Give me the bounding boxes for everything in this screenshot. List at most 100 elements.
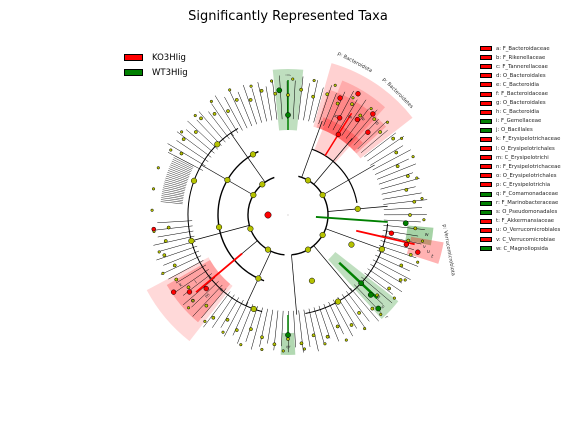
taxon-node <box>248 98 253 102</box>
taxa-legend-label: k: F_Erysipelotrichaceae <box>496 136 561 143</box>
taxa-legend-swatch <box>480 73 492 79</box>
taxon-node <box>392 296 396 300</box>
leaf-branch <box>350 287 379 322</box>
clade-letter: r <box>383 315 389 321</box>
leaf-branch <box>318 305 331 339</box>
taxon-node <box>415 176 419 180</box>
significant-node-ko <box>370 111 376 117</box>
taxon-node <box>203 319 207 323</box>
taxon-node <box>169 148 173 152</box>
clade-letter: v <box>422 244 426 251</box>
leaf-branch <box>224 96 243 131</box>
leaf-branch <box>175 264 207 284</box>
significant-node-ko <box>335 131 341 138</box>
taxon-node <box>378 246 386 253</box>
taxon-node <box>420 196 424 201</box>
leaf-branch <box>346 291 370 322</box>
leaf-branch <box>237 91 253 127</box>
taxon-node <box>214 141 221 148</box>
leaf-branch <box>171 160 192 171</box>
leaf-branch <box>341 99 367 136</box>
taxa-legend-label: v: C_Verrucomicrobiae <box>496 236 556 243</box>
significant-node-ko <box>336 115 343 121</box>
significant-node-wt <box>367 292 374 298</box>
leaf-branch <box>332 299 353 337</box>
taxon-node <box>228 88 232 92</box>
leaf-branch <box>192 284 223 317</box>
taxa-legend-entry: q: F_Comamonadaceae <box>480 190 561 199</box>
taxa-legend-swatch <box>480 136 492 142</box>
leaf-branch <box>357 120 388 150</box>
taxon-node <box>150 208 154 212</box>
taxon-node <box>193 113 197 118</box>
leaf-branch <box>163 183 186 190</box>
leaf-branch <box>383 207 423 210</box>
leaf-branch <box>257 82 267 122</box>
group-legend-label: KO3HIig <box>152 52 186 63</box>
taxon-node <box>398 278 403 282</box>
leaf-branch <box>220 297 240 328</box>
internal-branch <box>313 245 353 292</box>
taxa-legend-swatch <box>480 237 492 243</box>
taxon-node <box>319 191 326 199</box>
taxon-node <box>325 334 330 339</box>
leaf-branch <box>174 269 209 293</box>
taxa-legend-label: q: F_Comamonadaceae <box>496 191 559 198</box>
taxa-legend-label: g: O_Bacteroidales <box>496 100 546 107</box>
leaf-branch <box>380 240 414 250</box>
taxa-legend-entry: b: F_Rikenellaceae <box>480 53 561 62</box>
clade-letter: p <box>218 286 225 292</box>
taxa-legend-entry: k: F_Erysipelotrichaceae <box>480 135 561 144</box>
leaf-branch <box>293 310 296 348</box>
taxa-legend-label: a: F_Bacteroidaceae <box>496 45 550 52</box>
leaf-branch <box>208 111 230 140</box>
taxon-node <box>249 151 257 158</box>
taxon-node <box>151 187 156 191</box>
taxon-node <box>372 117 377 121</box>
taxa-legend-label: s: O_Pseudomonadales <box>496 209 558 216</box>
taxa-legend-entry: u: O_Verrucomicrobiales <box>480 226 561 235</box>
taxa-legend-label: t: F_Akkermansiaceae <box>496 218 555 225</box>
taxa-legend-entry: g: O_Bacteroidales <box>480 99 561 108</box>
taxon-node <box>334 298 342 305</box>
taxon-node <box>174 277 179 282</box>
leaf-branch <box>372 149 411 171</box>
taxon-node <box>312 78 316 83</box>
leaf-branch <box>374 158 409 175</box>
leaf-branch <box>170 164 191 174</box>
significant-node-wt <box>285 332 291 338</box>
taxa-legend-entry: i: F_Gemellaceae <box>480 117 561 126</box>
taxon-node <box>180 130 184 134</box>
ko-swatch <box>124 54 143 61</box>
taxon-node <box>406 238 411 243</box>
leaf-branch <box>308 80 318 122</box>
wt-swatch <box>124 69 143 76</box>
taxon-node <box>391 136 396 141</box>
taxon-node <box>255 275 262 282</box>
taxa-legend-label: r: F_Marinobacteraceae <box>496 200 559 207</box>
taxa-legend-label: j: O_Bacillales <box>496 127 533 134</box>
taxon-node <box>259 88 264 93</box>
taxon-node <box>281 349 285 353</box>
taxa-legend-swatch <box>480 91 492 97</box>
leaf-branch <box>323 303 340 342</box>
leaf-branch <box>332 90 354 131</box>
taxa-legend-label: b: F_Rikenellaceae <box>496 54 546 61</box>
taxa-legend-label: w: C_Magnoliopsida <box>496 245 549 252</box>
taxa-legend-swatch <box>480 173 492 179</box>
clade-letter: g <box>347 114 354 120</box>
leaf-branch <box>341 294 367 330</box>
leaf-branch <box>367 135 405 162</box>
taxa-legend-swatch <box>480 209 492 215</box>
clade-letter: w <box>424 232 429 239</box>
taxon-node <box>408 213 412 217</box>
leaf-branch <box>168 260 204 280</box>
taxon-node <box>209 99 213 103</box>
taxon-node <box>344 338 348 342</box>
taxa-legend-label: e: C_Bacteroidia <box>496 81 540 88</box>
leaf-branch <box>167 143 206 167</box>
taxa-legend-entry: v: C_Verrucomicrobiae <box>480 235 561 244</box>
leaf-branch <box>250 307 263 350</box>
taxa-legend-entry: p: C_Erysipelotrichia <box>480 180 561 189</box>
group-legend: KO3HIig WT3HIig <box>124 50 188 80</box>
